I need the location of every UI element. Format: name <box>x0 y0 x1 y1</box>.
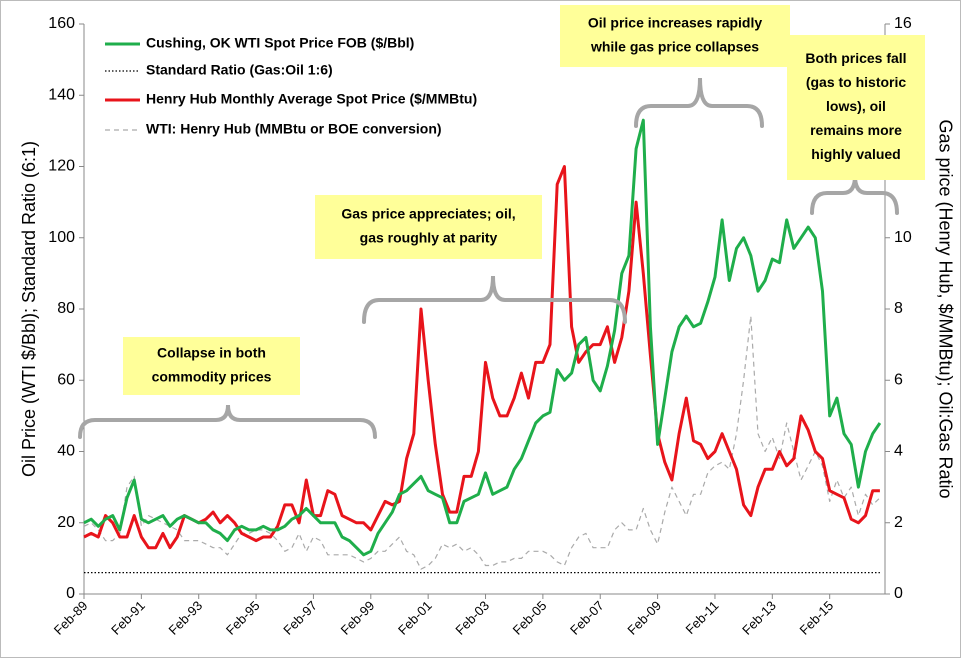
y-tick-label: 0 <box>66 585 75 602</box>
annotation-bracket <box>634 77 764 128</box>
legend-label: Cushing, OK WTI Spot Price FOB ($/Bbl) <box>146 35 414 51</box>
y2-tick-label: 2 <box>894 514 903 531</box>
y-tick-label: 120 <box>48 158 75 175</box>
y2-tick-label: 10 <box>894 229 912 246</box>
annotation-text: commodity prices <box>152 369 272 385</box>
y-tick-label: 160 <box>48 15 75 32</box>
series-line <box>83 315 881 570</box>
annotation-box <box>560 5 790 67</box>
annotation-text: Gas price appreciates; oil, <box>341 206 515 222</box>
y2-tick-label: 16 <box>894 15 912 32</box>
annotation-text: while gas price collapses <box>590 39 759 55</box>
y2-axis-title: Gas price (Henry Hub, $/MMBtu); Oil:Gas … <box>935 119 955 498</box>
annotation-text: highly valued <box>811 146 900 162</box>
y-tick-label: 100 <box>48 229 75 246</box>
annotation-box <box>787 35 925 180</box>
annotation-bracket <box>78 404 377 439</box>
annotation-text: Oil price increases rapidly <box>588 15 763 31</box>
annotation-box <box>123 337 300 395</box>
y-tick-label: 80 <box>57 300 75 317</box>
annotation-text: Both prices fall <box>805 50 906 66</box>
annotation-text: gas roughly at parity <box>360 230 498 246</box>
y2-tick-label: 8 <box>894 300 903 317</box>
y2-tick-label: 0 <box>894 585 903 602</box>
legend-label: Standard Ratio (Gas:Oil 1:6) <box>146 62 333 78</box>
annotation-text: (gas to historic <box>806 74 907 90</box>
y2-tick-label: 6 <box>894 371 903 388</box>
y2-tick-label: 4 <box>894 443 903 460</box>
annotation-box <box>315 195 542 259</box>
annotation-text: lows), oil <box>826 98 886 114</box>
legend-label: WTI: Henry Hub (MMBtu or BOE conversion) <box>146 121 442 137</box>
y-axis-title: Oil Price (WTI $/Bbl); Standard Ratio (6… <box>19 141 39 477</box>
y-tick-label: 60 <box>57 371 75 388</box>
y-tick-label: 20 <box>57 514 75 531</box>
series-line <box>83 118 882 557</box>
legend-label: Henry Hub Monthly Average Spot Price ($/… <box>146 91 477 107</box>
y-tick-label: 140 <box>48 86 75 103</box>
annotation-text: remains more <box>810 122 902 138</box>
annotation-text: Collapse in both <box>157 345 266 361</box>
annotation-bracket <box>362 275 627 324</box>
y-tick-label: 40 <box>57 443 75 460</box>
series-line <box>83 165 880 550</box>
